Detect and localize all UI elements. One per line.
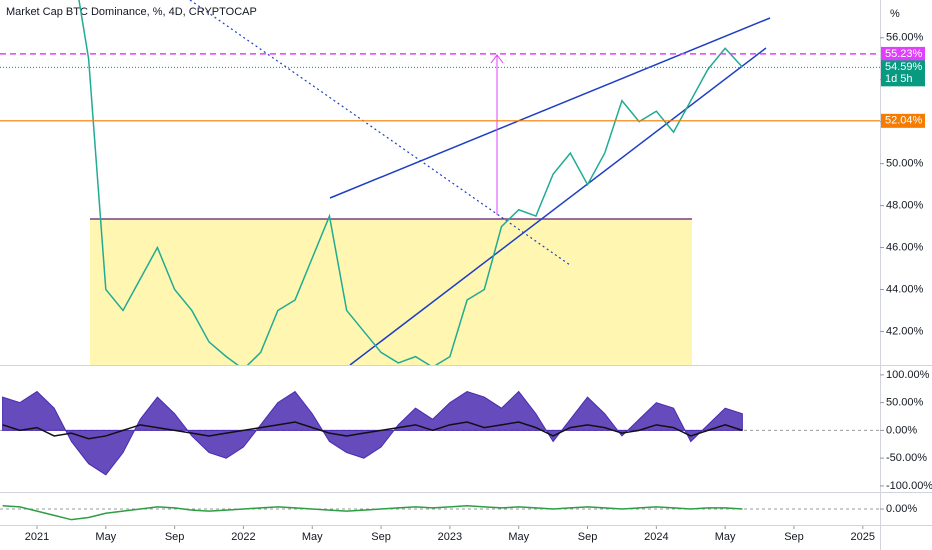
x-tick-label: 2023: [438, 531, 462, 543]
last-sub: 1d 5h: [885, 73, 913, 85]
y-tick-label: 42.00%: [886, 325, 924, 337]
price-label: 55.23%: [885, 48, 923, 60]
y-tick-label: 50.00%: [886, 158, 924, 170]
price-tag: [881, 46, 925, 61]
x-tick-label: 2021: [25, 531, 49, 543]
y-tick-label: 44.00%: [886, 283, 924, 295]
area: [2, 390, 743, 476]
x-tick-label: May: [95, 531, 116, 543]
y-tick-label: 50.00%: [886, 397, 924, 409]
trendline: [329, 17, 771, 199]
last-label: 54.59%: [885, 61, 923, 73]
measure-arrow: [490, 54, 504, 64]
last-tag: [881, 60, 925, 87]
chart-title: Market Cap BTC Dominance, %, 4D, CRYPTOC…: [6, 6, 257, 18]
x-tick-label: Sep: [784, 531, 804, 543]
x-tick-label: May: [302, 531, 323, 543]
price-label: 52.04%: [885, 115, 923, 127]
y-tick-label: 100.00%: [886, 369, 930, 381]
y-tick-label: 0.00%: [886, 424, 917, 436]
x-tick-label: Sep: [371, 531, 391, 543]
y-tick-label: 48.00%: [886, 199, 924, 211]
range-box: [90, 219, 692, 365]
y-tick-label: 0.00%: [886, 503, 917, 515]
line: [2, 505, 743, 521]
trendline: [349, 47, 767, 366]
y-tick-label: -100.00%: [886, 480, 932, 492]
price-tag: [881, 113, 925, 128]
y-tick-label: 46.00%: [886, 241, 924, 253]
x-tick-label: May: [715, 531, 736, 543]
x-tick-label: Sep: [578, 531, 598, 543]
x-tick-label: 2025: [851, 531, 875, 543]
x-tick-label: May: [508, 531, 529, 543]
x-tick-label: Sep: [165, 531, 185, 543]
unit-label: %: [890, 8, 900, 20]
x-tick-label: 2022: [231, 531, 255, 543]
x-tick-label: 2024: [644, 531, 668, 543]
y-tick-label: -50.00%: [886, 452, 927, 464]
line: [78, 0, 743, 365]
y-tick-label: 56.00%: [886, 32, 924, 44]
line: [2, 421, 743, 440]
